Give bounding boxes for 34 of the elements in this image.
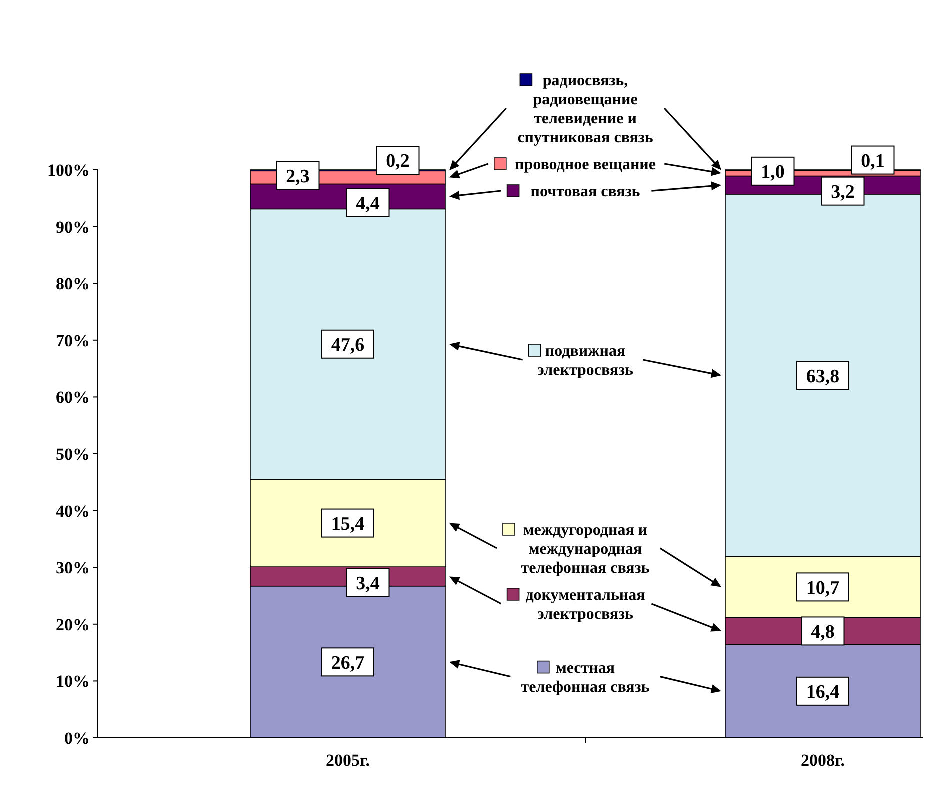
legend-label: почтовая связь (530, 184, 641, 201)
y-tick-label: 70% (56, 331, 90, 350)
legend-label: местная телефонная связь (521, 660, 650, 696)
y-tick-label: 30% (56, 558, 90, 578)
y-tick-label: 40% (56, 502, 90, 521)
y-tick-label: 90% (56, 218, 90, 237)
data-label: 16,4 (806, 682, 840, 704)
data-label: 3,2 (831, 182, 855, 203)
data-label: 47,6 (331, 335, 365, 356)
legend-label: проводное вещание (515, 156, 656, 174)
y-tick-label: 0% (64, 728, 90, 748)
x-tick-label: 2008г. (800, 751, 846, 770)
data-label: 1,0 (761, 162, 785, 184)
y-tick-label: 50% (56, 444, 90, 464)
data-label: 4,4 (356, 193, 380, 214)
data-label: 2,3 (286, 166, 310, 188)
data-label: 26,7 (331, 652, 366, 674)
legend-label: документальная электросвязь (526, 587, 646, 624)
y-tick-label: 60% (56, 388, 90, 408)
y-tick-label: 10% (56, 672, 90, 692)
legend-label: междугородная и международная телефонная связь (521, 522, 650, 578)
legend-label: радиосвязь, радиовещание телевидение и спутниковая связь (518, 72, 654, 147)
y-tick-label: 20% (56, 615, 90, 634)
y-tick-label: 100% (48, 160, 90, 180)
data-label: 0,2 (386, 151, 410, 172)
data-label: 4,8 (811, 622, 835, 643)
legend-label: подвижная электросвязь (538, 343, 634, 380)
y-tick-label: 80% (56, 274, 90, 294)
data-label: 63,8 (806, 366, 840, 388)
data-label: 3,4 (356, 573, 380, 594)
data-label: 15,4 (331, 514, 366, 535)
data-label: 10,7 (806, 578, 840, 599)
data-label: 0,1 (861, 150, 885, 172)
x-tick-label: 2005г. (326, 751, 370, 770)
